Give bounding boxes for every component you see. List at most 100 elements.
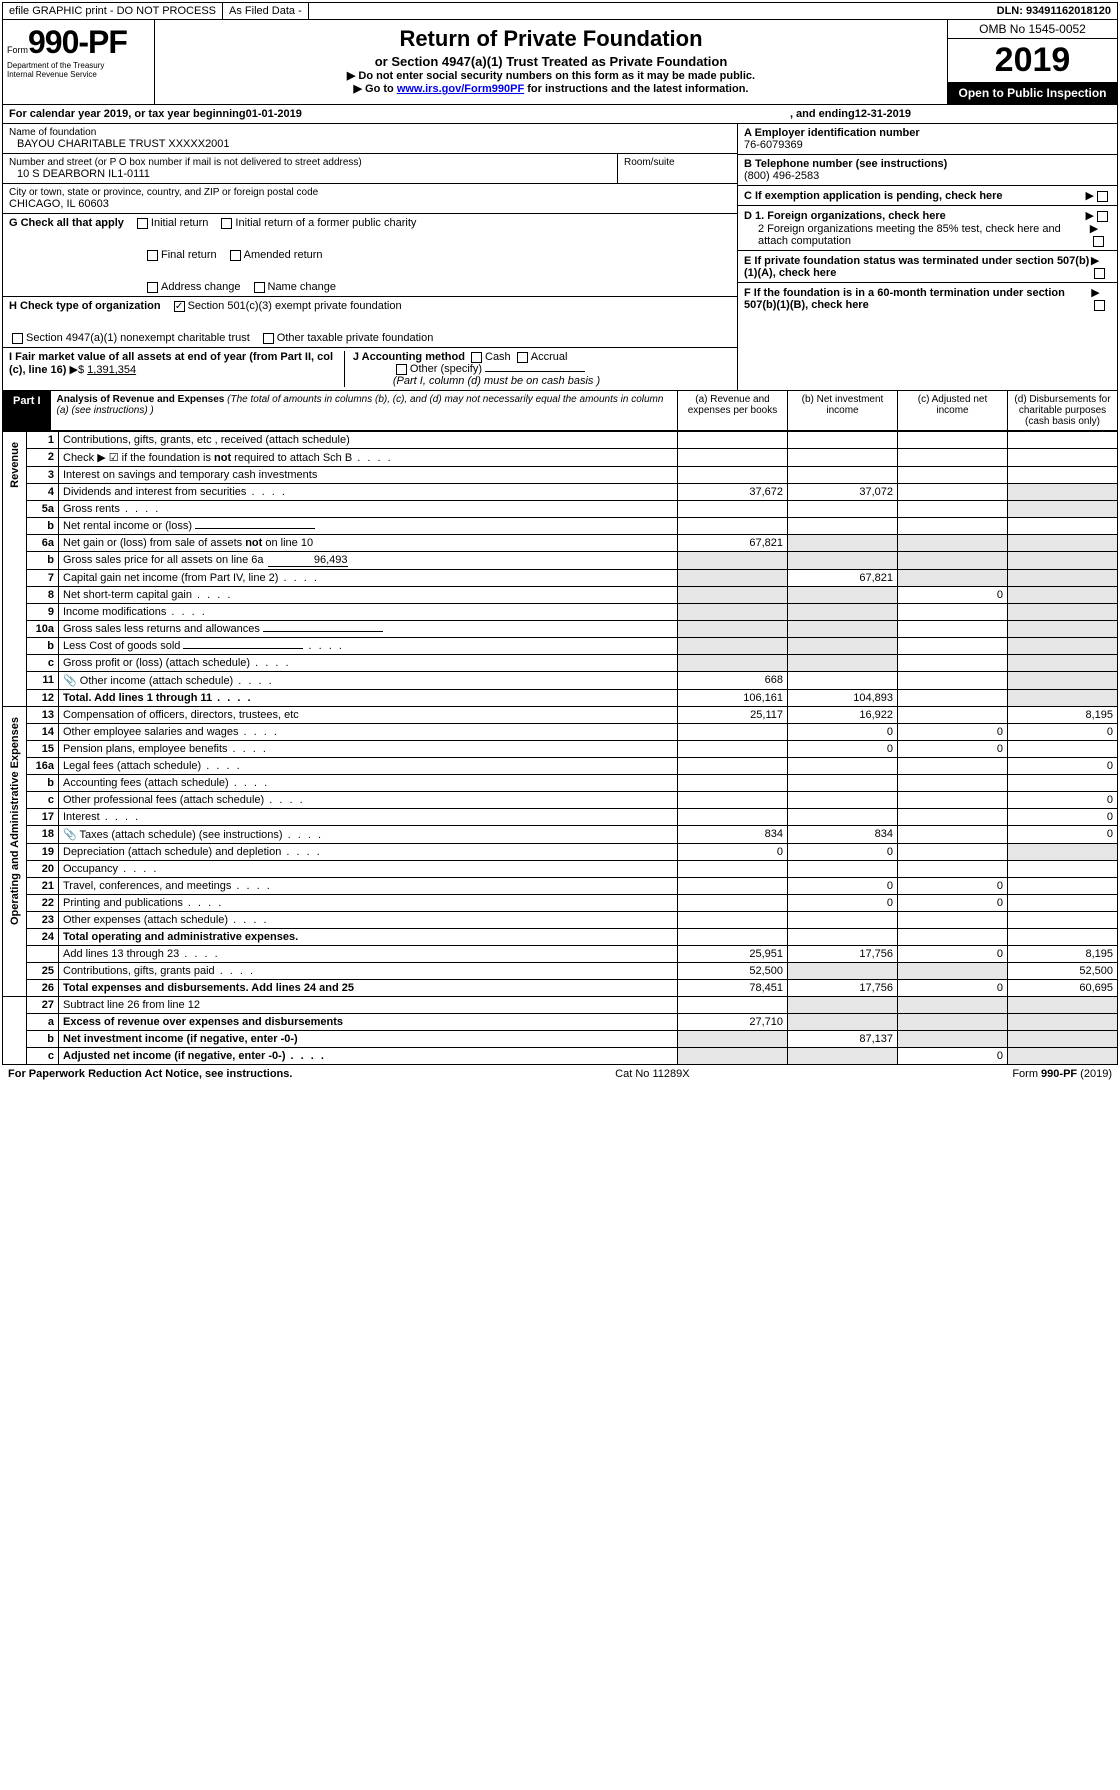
amount-c: [898, 844, 1008, 861]
amount-d: [1008, 604, 1118, 621]
amount-a: 25,117: [678, 707, 788, 724]
amount-c: [898, 484, 1008, 501]
amount-a: [678, 604, 788, 621]
amount-b: [788, 912, 898, 929]
line-description: Total. Add lines 1 through 11: [59, 690, 678, 707]
amount-b: [788, 552, 898, 570]
attachment-icon[interactable]: 📎: [63, 829, 77, 841]
line-number: 6a: [27, 535, 59, 552]
calendar-year-row: For calendar year 2019, or tax year begi…: [2, 105, 1118, 124]
amount-c: [898, 792, 1008, 809]
line-number: 13: [27, 707, 59, 724]
amount-d: [1008, 912, 1118, 929]
amount-c: [898, 1031, 1008, 1048]
amount-b: [788, 672, 898, 690]
table-row: 17Interest0: [3, 809, 1118, 826]
form-prefix: Form: [7, 45, 28, 55]
line-description: Gross profit or (loss) (attach schedule): [59, 655, 678, 672]
table-row: bNet investment income (if negative, ent…: [3, 1031, 1118, 1048]
amount-b: [788, 501, 898, 518]
amount-c: [898, 758, 1008, 775]
foundation-name-cell: Name of foundation BAYOU CHARITABLE TRUS…: [3, 124, 737, 154]
checkbox-addr-change[interactable]: [147, 282, 158, 293]
line-number: 18: [27, 826, 59, 844]
checkbox-501c3[interactable]: ✓: [174, 301, 185, 312]
line-description: Printing and publications: [59, 895, 678, 912]
col-a-header: (a) Revenue and expenses per books: [677, 391, 787, 430]
checkbox-F[interactable]: [1094, 300, 1105, 311]
table-row: 4Dividends and interest from securities3…: [3, 484, 1118, 501]
amount-a: [678, 587, 788, 604]
line-description: Occupancy: [59, 861, 678, 878]
line-number: 10a: [27, 621, 59, 638]
table-row: Revenue1Contributions, gifts, grants, et…: [3, 432, 1118, 449]
checkbox-other-taxable[interactable]: [263, 333, 274, 344]
amount-c: 0: [898, 587, 1008, 604]
checkbox-cash[interactable]: [471, 352, 482, 363]
line-number: 14: [27, 724, 59, 741]
section-A: A Employer identification number 76-6079…: [738, 124, 1117, 155]
irs-link[interactable]: www.irs.gov/Form990PF: [397, 83, 524, 95]
amount-c: 0: [898, 946, 1008, 963]
checkbox-initial[interactable]: [137, 218, 148, 229]
line-description: Subtract line 26 from line 12: [59, 997, 678, 1014]
omb-number: OMB No 1545-0052: [948, 20, 1117, 39]
amount-a: [678, 1048, 788, 1065]
attachment-icon[interactable]: 📎: [63, 675, 77, 687]
amount-b: [788, 655, 898, 672]
amount-d: [1008, 1048, 1118, 1065]
amount-b: 0: [788, 895, 898, 912]
amount-d: [1008, 432, 1118, 449]
amount-c: [898, 604, 1008, 621]
form-title: Return of Private Foundation: [163, 26, 939, 52]
footer-right: Form 990-PF (2019): [1012, 1068, 1112, 1080]
amount-d: [1008, 741, 1118, 758]
line-number: 7: [27, 570, 59, 587]
amount-a: [678, 758, 788, 775]
line-number: c: [27, 792, 59, 809]
checkbox-D2[interactable]: [1093, 236, 1104, 247]
amount-a: [678, 467, 788, 484]
table-row: 11📎 Other income (attach schedule)668: [3, 672, 1118, 690]
right-box: OMB No 1545-0052 2019 Open to Public Ins…: [947, 20, 1117, 104]
note-ssn: ▶ Do not enter social security numbers o…: [163, 69, 939, 82]
line-number: 16a: [27, 758, 59, 775]
table-row: 2Check ▶ ☑ if the foundation is not requ…: [3, 449, 1118, 467]
checkbox-amended[interactable]: [230, 250, 241, 261]
checkbox-D1[interactable]: [1097, 211, 1108, 222]
checkbox-accrual[interactable]: [517, 352, 528, 363]
header-row: Form990-PF Department of the Treasury In…: [2, 20, 1118, 105]
table-row: 10aGross sales less returns and allowanc…: [3, 621, 1118, 638]
line-description: Gross sales price for all assets on line…: [59, 552, 678, 570]
amount-c: [898, 432, 1008, 449]
checkbox-name-change[interactable]: [254, 282, 265, 293]
table-row: cAdjusted net income (if negative, enter…: [3, 1048, 1118, 1065]
line-number: 2: [27, 449, 59, 467]
line-description: Less Cost of goods sold: [59, 638, 678, 655]
checkbox-E[interactable]: [1094, 268, 1105, 279]
line-description: Other employee salaries and wages: [59, 724, 678, 741]
checkbox-4947[interactable]: [12, 333, 23, 344]
asfiled-label: As Filed Data -: [223, 3, 309, 19]
amount-d: [1008, 570, 1118, 587]
amount-d: 0: [1008, 758, 1118, 775]
amount-c: [898, 570, 1008, 587]
checkbox-C[interactable]: [1097, 191, 1108, 202]
checkbox-initial-public[interactable]: [221, 218, 232, 229]
amount-c: [898, 621, 1008, 638]
form-number: 990-PF: [28, 24, 127, 60]
checkbox-other-method[interactable]: [396, 364, 407, 375]
amount-a: [678, 724, 788, 741]
amount-c: [898, 655, 1008, 672]
phone-value: (800) 496-2583: [744, 170, 1111, 182]
amount-b: 67,821: [788, 570, 898, 587]
table-row: 9Income modifications: [3, 604, 1118, 621]
checkbox-final[interactable]: [147, 250, 158, 261]
info-grid: Name of foundation BAYOU CHARITABLE TRUS…: [2, 124, 1118, 391]
amount-a: [678, 741, 788, 758]
table-row: bGross sales price for all assets on lin…: [3, 552, 1118, 570]
line-number: 21: [27, 878, 59, 895]
amount-d: [1008, 484, 1118, 501]
line-number: 8: [27, 587, 59, 604]
end-date: 12-31-2019: [855, 108, 911, 120]
